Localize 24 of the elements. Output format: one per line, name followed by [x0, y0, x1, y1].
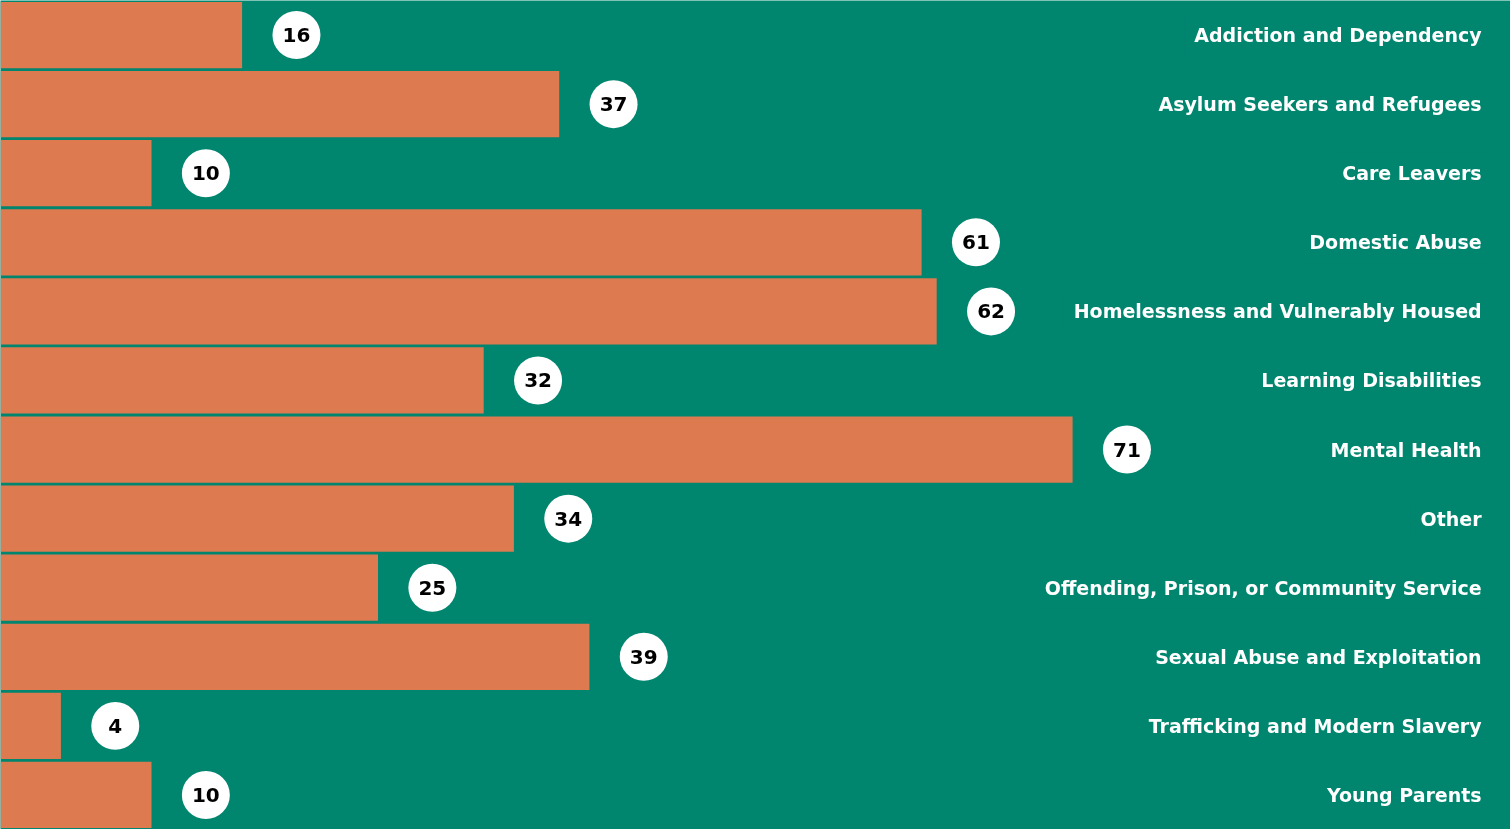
y-tick-label: Mental Health	[1330, 438, 1482, 461]
y-tick-label: Addiction and Dependency	[1194, 24, 1483, 47]
data-label: 32	[524, 368, 552, 393]
data-label: 25	[418, 575, 447, 600]
data-label: 37	[599, 92, 628, 117]
y-tick-label: Homelessness and Vulnerably Housed	[1073, 300, 1482, 323]
data-label: 34	[554, 506, 583, 531]
data-label: 71	[1113, 437, 1141, 462]
y-tick-label: Trafficking and Modern Slavery	[1148, 714, 1483, 737]
y-tick-label: Asylum Seekers and Refugees	[1158, 93, 1482, 116]
data-label: 16	[282, 23, 311, 48]
y-tick-label: Sexual Abuse and Exploitation	[1155, 645, 1482, 668]
y-tick-label: Care Leavers	[1342, 162, 1482, 185]
y-tick-label: Other	[1420, 507, 1483, 530]
data-label: 10	[191, 161, 220, 186]
data-label: 61	[962, 230, 990, 255]
y-tick-label: Young Parents	[1325, 783, 1482, 806]
data-label: 62	[977, 299, 1005, 324]
data-label: 39	[629, 644, 658, 669]
data-label: 4	[108, 713, 123, 738]
y-tick-label: Offending, Prison, or Community Service	[1044, 576, 1482, 599]
y-tick-label: Domestic Abuse	[1309, 231, 1482, 254]
data-label: 10	[191, 782, 220, 807]
y-tick-label: Learning Disabilities	[1261, 369, 1482, 392]
